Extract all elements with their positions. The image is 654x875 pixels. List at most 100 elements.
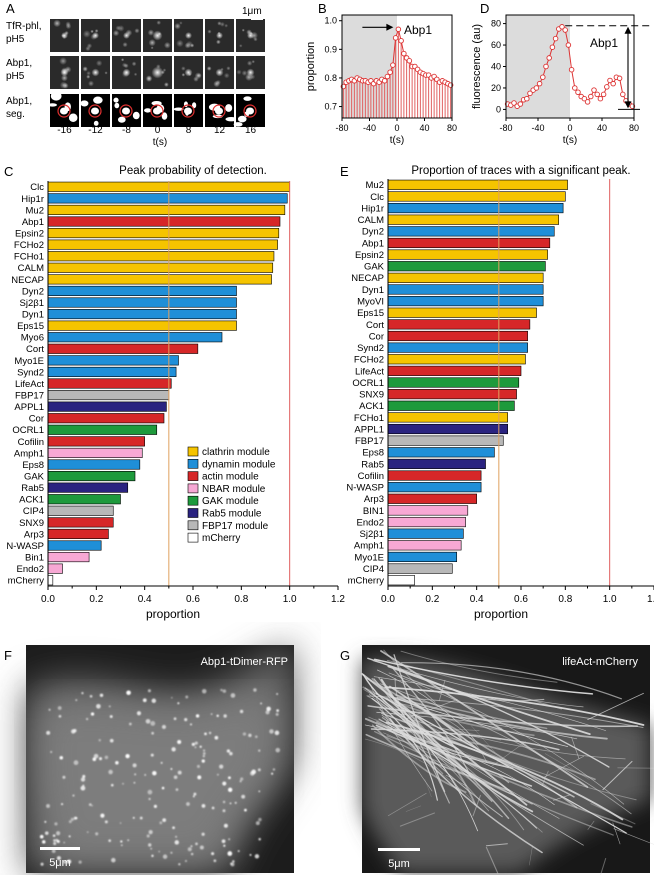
noise-spot — [86, 70, 91, 76]
actin-fiber — [587, 820, 595, 830]
category-label: N-WASP — [346, 483, 384, 494]
fluorescent-puncta — [191, 742, 195, 746]
noise-spot — [95, 59, 103, 67]
fluorescent-puncta — [229, 751, 233, 756]
fluorescent-puncta — [260, 702, 263, 705]
noise-spot — [94, 29, 99, 33]
fluorescent-puncta — [223, 844, 226, 847]
fluorescent-puncta — [266, 706, 271, 712]
data-point — [540, 74, 546, 80]
noise-spot — [241, 28, 245, 32]
panel-letter-a: A — [6, 1, 15, 16]
noise-spot — [174, 22, 181, 30]
category-label: Eps15 — [17, 321, 44, 332]
data-point — [607, 77, 613, 84]
data-point — [527, 90, 533, 97]
fluorescent-puncta — [223, 714, 227, 718]
category-label: CALM — [358, 215, 384, 226]
bar — [47, 239, 278, 250]
fluorescent-puncta — [127, 839, 130, 842]
fluorescent-puncta — [171, 747, 176, 752]
fluorescent-puncta — [104, 755, 109, 760]
fluorescent-puncta — [265, 710, 270, 715]
actin-fiber — [471, 725, 496, 753]
actin-fiber — [553, 794, 571, 801]
noise-spot — [104, 71, 108, 75]
segmented-blob — [246, 107, 254, 115]
data-point — [511, 100, 517, 106]
panel-letter-c: C — [4, 164, 13, 179]
x-tick-label: 0.0 — [41, 594, 55, 605]
noise-spot — [146, 75, 153, 82]
fluorescent-puncta — [170, 851, 173, 854]
x-axis-label: proportion — [146, 607, 200, 621]
category-label: Hip1r — [21, 194, 44, 205]
noise-spot — [82, 30, 91, 38]
fluorescent-puncta — [80, 785, 86, 791]
fluorescent-puncta — [129, 722, 132, 726]
segmented-blob — [233, 122, 243, 127]
actin-fiber — [388, 672, 625, 805]
actin-fiber — [544, 753, 590, 780]
fluorescent-puncta — [54, 822, 58, 826]
center-spot — [91, 68, 100, 77]
fluorescent-puncta — [192, 795, 195, 798]
fluorescent-puncta — [98, 757, 103, 761]
fluorescent-puncta — [190, 852, 194, 856]
fluorescent-puncta — [272, 768, 276, 771]
category-label: LifeAct — [15, 379, 44, 390]
actin-fiber — [571, 737, 580, 760]
y-tick-label: 80 — [491, 19, 501, 29]
shaded-region — [342, 15, 397, 118]
bar — [47, 309, 237, 320]
fluorescent-puncta — [151, 698, 157, 704]
data-point — [381, 78, 388, 84]
bar — [47, 459, 141, 470]
actin-fiber — [387, 665, 591, 736]
actin-fiber — [400, 674, 545, 702]
panel-a-scalebar — [251, 18, 263, 20]
category-label: CALM — [18, 263, 44, 274]
category-label: APPL1 — [14, 402, 44, 413]
actin-fiber — [375, 724, 533, 787]
shaded-region — [506, 15, 570, 118]
data-point — [406, 58, 413, 64]
bar — [387, 528, 464, 539]
noise-spot — [219, 21, 225, 27]
panel-letter-e: E — [340, 164, 349, 179]
noise-spot — [86, 43, 93, 49]
y-tick-label: 40 — [491, 62, 501, 72]
bar — [47, 274, 272, 285]
panel-f-scalebar-label: 5μm — [49, 857, 71, 869]
fluorescent-puncta — [153, 804, 157, 808]
noise-spot — [206, 66, 212, 71]
actin-fiber — [497, 773, 510, 784]
legend-label: Rab5 module — [202, 509, 262, 520]
category-label: Rab5 — [361, 459, 384, 470]
fluorescent-puncta — [85, 717, 89, 721]
segmented-blob — [173, 107, 184, 111]
amplitude-arrowhead-top — [624, 26, 632, 34]
y-tick-label: 0.9 — [324, 44, 337, 54]
category-label: Dyn2 — [362, 227, 384, 238]
actin-fiber — [388, 792, 427, 817]
fluorescent-puncta — [80, 777, 86, 782]
fluorescent-puncta — [201, 804, 206, 808]
noise-spot — [59, 57, 68, 65]
panel-letter-b: B — [318, 1, 327, 16]
actin-fiber — [367, 657, 610, 768]
segmented-blob — [144, 108, 152, 113]
fluorescent-puncta — [139, 816, 143, 820]
fluorescent-puncta — [244, 808, 247, 812]
panel-f-micrograph — [26, 645, 294, 873]
actin-fiber — [384, 686, 645, 726]
category-label: Myo1E — [354, 552, 384, 563]
fluorescent-puncta — [173, 717, 177, 721]
panel-a-time-ticks: -16 -12 -8 0 8 12 16 — [57, 125, 256, 136]
fluorescent-puncta — [78, 860, 82, 864]
y-axis-label: fluorescence (au) — [471, 24, 483, 109]
bar — [387, 319, 531, 330]
actin-fiber — [383, 732, 457, 768]
fluorescent-puncta — [195, 842, 198, 846]
